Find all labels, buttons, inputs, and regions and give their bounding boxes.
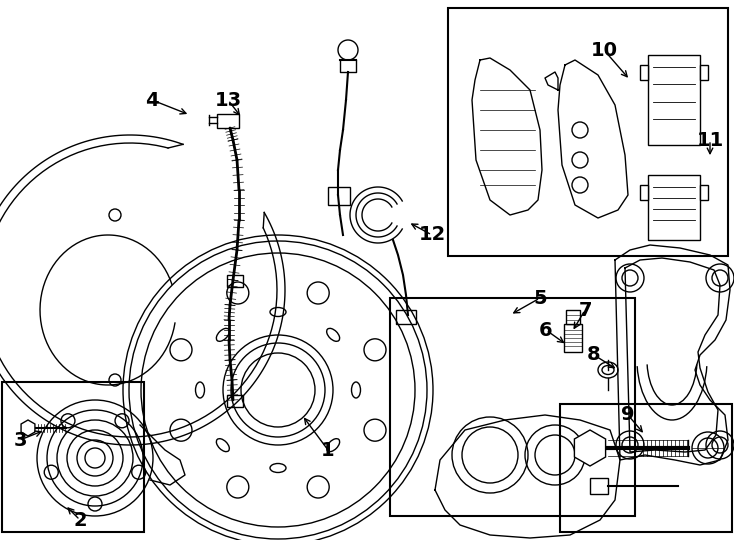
Text: 13: 13 (214, 91, 241, 110)
Bar (227, 395, 243, 407)
Bar (590, 478, 608, 494)
Bar (640, 65, 648, 80)
Bar (2, 382, 144, 532)
Bar (328, 187, 350, 205)
Bar (390, 298, 635, 516)
Text: 1: 1 (321, 441, 335, 460)
Text: 12: 12 (418, 226, 446, 245)
Text: 2: 2 (73, 510, 87, 530)
Text: 6: 6 (539, 321, 553, 340)
Bar (396, 310, 416, 324)
Bar (700, 185, 708, 200)
Text: 9: 9 (621, 406, 635, 424)
Polygon shape (21, 420, 35, 436)
Bar (648, 55, 700, 145)
Bar (217, 114, 239, 128)
Ellipse shape (598, 362, 618, 378)
Bar (448, 8, 728, 256)
Text: 3: 3 (13, 430, 26, 449)
Bar (227, 275, 243, 287)
Text: 8: 8 (587, 346, 601, 365)
Bar (648, 175, 700, 240)
Bar (700, 65, 708, 80)
Bar (564, 324, 582, 352)
Text: 7: 7 (578, 300, 592, 320)
Text: 10: 10 (590, 40, 617, 59)
Text: 5: 5 (533, 288, 547, 307)
Bar (560, 404, 732, 532)
Bar (640, 185, 648, 200)
Bar (566, 310, 580, 324)
Text: 4: 4 (145, 91, 159, 110)
Text: 11: 11 (697, 131, 724, 150)
